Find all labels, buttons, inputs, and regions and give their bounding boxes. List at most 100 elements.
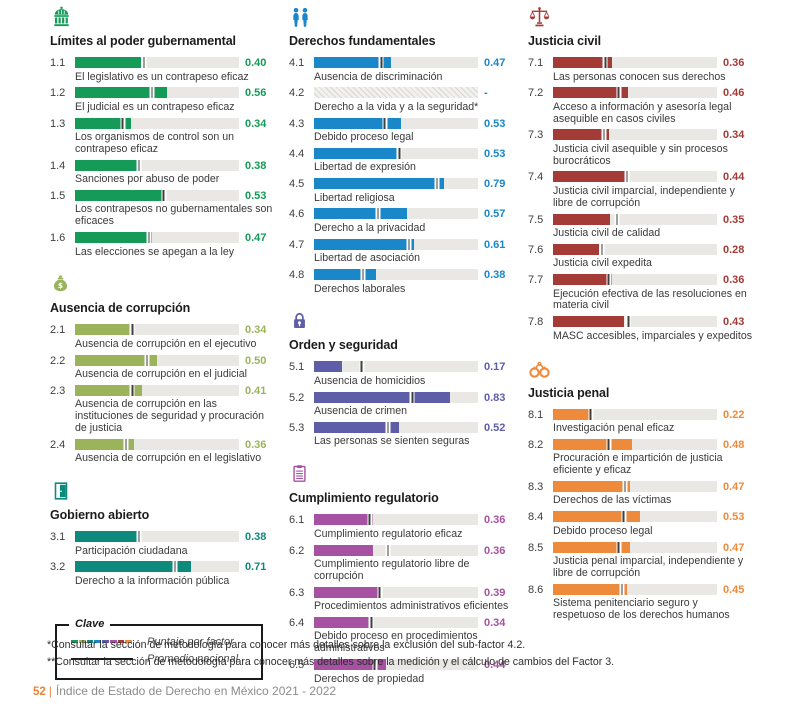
factor-section-7: Justicia civil 7.1 0.36 Las personas conoce… <box>528 6 753 343</box>
score-bar-fill <box>553 171 626 183</box>
score-bar-fill <box>75 87 167 99</box>
score-bar <box>75 189 239 201</box>
national-average-marker <box>382 117 388 129</box>
score-value: 0.38 <box>484 269 506 282</box>
subfactor-code: 4.4 <box>289 147 305 160</box>
subfactor-label: Justicia penal imparcial, independiente … <box>553 555 744 579</box>
score-bar-fill <box>553 511 640 523</box>
score-bar-fill <box>553 408 590 420</box>
score-value: 0.46 <box>723 87 745 100</box>
subfactor-row: 8.1 0.22 Investigación penal eficaz <box>528 408 753 435</box>
subfactor-code: 1.1 <box>50 57 66 69</box>
legend-row-national: Promedio nacional <box>71 653 253 665</box>
subfactor-row: 6.1 0.36 Cumplimiento regulatorio eficaz <box>289 514 514 540</box>
score-bar-fill <box>553 87 629 99</box>
national-average-marker <box>367 514 373 526</box>
score-bar-fill <box>75 384 143 396</box>
subfactor-code: 8.2 <box>528 438 544 451</box>
subfactor-row: 6.5 0.44 Derechos de propiedad <box>289 659 514 685</box>
subfactor-label: Derecho a la privacidad <box>314 221 426 234</box>
footnotes: *Consultar la sección de metodología par… <box>47 637 614 670</box>
score-bar <box>314 544 478 556</box>
section-title: Ausencia de corrupción <box>50 301 191 316</box>
score-value: 0.53 <box>723 511 745 524</box>
scales-icon <box>528 6 753 32</box>
national-average-marker <box>161 189 167 201</box>
subfactor-row: 1.1 0.40 El legislativo es un contrapeso e… <box>50 57 275 83</box>
score-value: 0.36 <box>484 514 506 527</box>
national-average-marker <box>406 238 412 250</box>
legend: Clave Puntaje por factor Promedio nacion… <box>55 617 263 680</box>
subfactor-label: Investigación penal eficaz <box>553 422 675 435</box>
national-average-marker <box>616 87 622 99</box>
national-average-marker <box>614 213 620 225</box>
subfactor-code: 1.6 <box>50 232 66 245</box>
subfactor-label: Libertad de expresión <box>314 161 416 174</box>
subfactor-label: Ausencia de corrupción en el judicial <box>75 368 247 381</box>
national-average-marker <box>136 159 142 171</box>
score-bar-fill <box>553 213 611 225</box>
score-bar <box>75 232 239 244</box>
factor-section-6: Cumplimiento regulatorio 6.1 0.36 Cumplimie… <box>289 463 514 685</box>
national-average-marker <box>624 171 630 183</box>
subfactor-row: 4.6 0.57 Derecho a la privacidad <box>289 208 514 234</box>
subfactor-code: 7.1 <box>528 57 544 69</box>
factor-section-2: $ Ausencia de corrupción 2.1 0.34 Ausencia d… <box>50 273 275 465</box>
subfactor-row: 7.8 0.43 MASC accesibles, imparciales y ex… <box>528 316 753 342</box>
subfactor-code: 7.7 <box>528 274 544 287</box>
score-bar <box>553 480 717 492</box>
score-value: 0.41 <box>245 384 267 397</box>
score-bar <box>553 274 717 286</box>
subfactor-label: Procedimientos administrativos eficiente… <box>314 600 509 613</box>
score-bar-fill <box>314 269 377 281</box>
score-bar-fill <box>314 238 415 250</box>
score-bar-fill <box>314 514 374 526</box>
factor-section-5: Orden y seguridad 5.1 0.17 Ausencia de homi… <box>289 310 514 448</box>
legend-row-factor: Puntaje por factor <box>71 636 253 648</box>
score-bar <box>314 391 478 403</box>
footer-separator: | <box>48 684 52 698</box>
column-right: Justicia civil 7.1 0.36 Las personas conoce… <box>528 6 753 700</box>
open-door-icon <box>50 480 275 506</box>
subfactor-label: Sanciones por abuso de poder <box>75 173 220 186</box>
national-average-line-swatch <box>71 657 133 660</box>
footnote-1: *Consultar la sección de metodología par… <box>47 639 526 651</box>
score-value: 0.61 <box>484 238 506 251</box>
legend-label-factor: Puntaje por factor <box>147 635 234 648</box>
subfactor-code: 6.1 <box>289 514 305 527</box>
national-average-marker <box>359 361 365 373</box>
score-bar-fill <box>314 178 444 190</box>
subfactor-label: Justicia civil expedita <box>553 257 652 270</box>
score-bar-fill <box>314 208 408 220</box>
subfactor-code: 6.5 <box>289 659 305 672</box>
national-average-marker <box>396 147 402 159</box>
column-right-sections: Justicia civil 7.1 0.36 Las personas conoce… <box>528 6 753 622</box>
score-bar-fill <box>75 159 138 171</box>
subfactor-code: 6.3 <box>289 586 305 599</box>
score-value: 0.53 <box>484 147 506 160</box>
column-middle: Derechos fundamentales 4.1 0.47 Ausencia de… <box>289 6 514 700</box>
subfactor-label: Ausencia de homicidios <box>314 374 426 387</box>
footnote-2: **Consultar la sección de metodología pa… <box>47 655 615 668</box>
subfactor-row: 6.3 0.39 Procedimientos administrativos ef… <box>289 586 514 613</box>
subfactor-label: Debido proceso legal <box>553 524 653 537</box>
national-average-marker <box>129 384 135 396</box>
subfactor-row: 8.4 0.53 Debido proceso legal <box>528 511 753 537</box>
score-bar <box>75 438 239 450</box>
score-value: 0.34 <box>723 129 745 142</box>
subfactor-label: Las elecciones se apegan a la ley <box>75 245 235 258</box>
score-bar <box>75 57 239 68</box>
score-bar-fill <box>314 361 342 373</box>
score-bar <box>553 511 717 523</box>
subfactor-row: 5.2 0.83 Ausencia de crimen <box>289 391 514 418</box>
money-bag-icon: $ <box>50 273 275 299</box>
subfactor-row: 3.2 0.71 Derecho a la información pública <box>50 561 275 587</box>
subfactor-label: Derechos laborales <box>314 282 406 295</box>
subfactor-row: 8.5 0.47 Justicia penal imparcial, indepen… <box>528 541 753 580</box>
page-number: 52 <box>33 686 46 698</box>
national-average-marker <box>625 316 631 328</box>
score-bar-fill <box>75 438 135 450</box>
subfactor-row: 1.6 0.47 Las elecciones se apegan a la ley <box>50 232 275 258</box>
subfactor-label: Ejecución efectiva de las resoluciones e… <box>553 287 747 312</box>
score-bar-fill <box>553 480 631 492</box>
